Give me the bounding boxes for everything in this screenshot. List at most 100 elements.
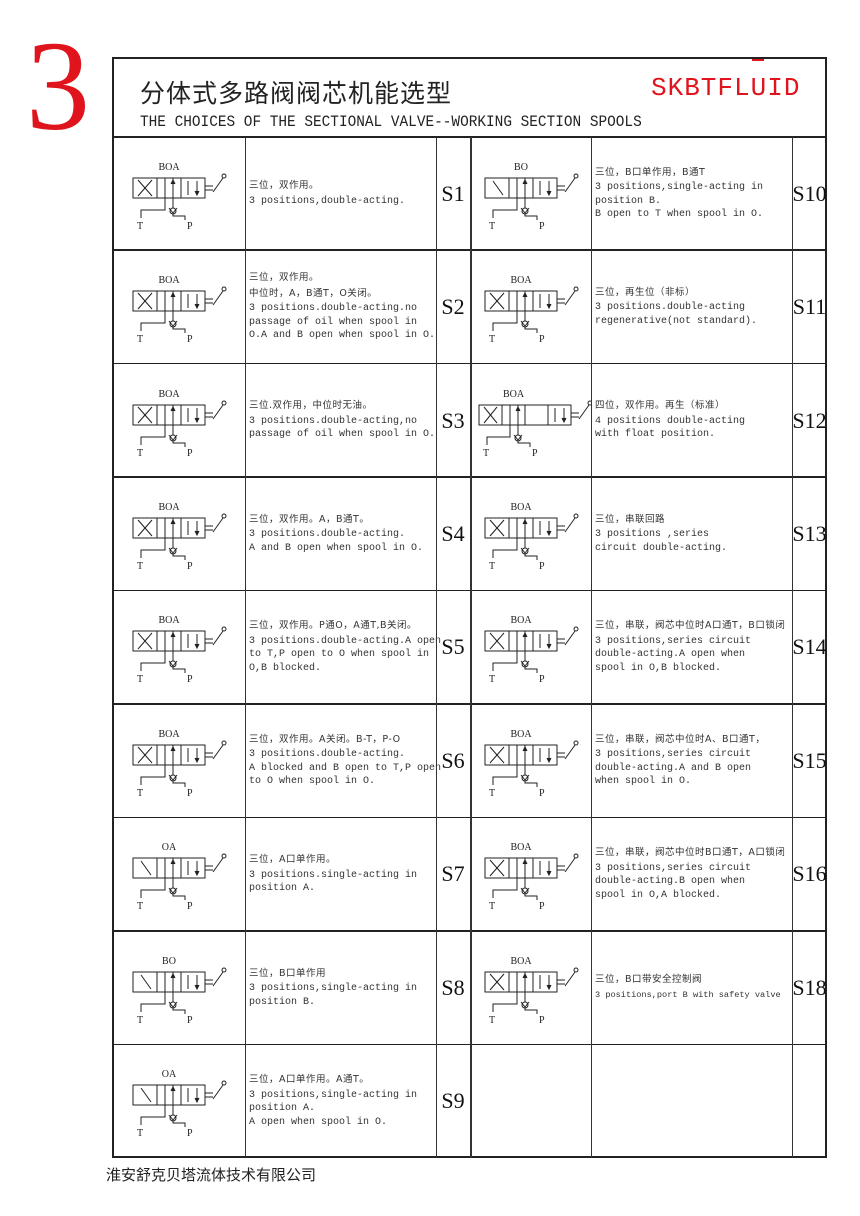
valve-position-box (156, 971, 181, 993)
row-divider (112, 476, 827, 478)
row-divider (112, 703, 827, 705)
brand-name: SKBTFLUID (651, 73, 801, 103)
spool-symbol-cell: BOA T P (470, 704, 591, 817)
valve-symbol (132, 853, 226, 901)
spool-symbol-cell: BOA T P (112, 477, 245, 590)
valve-position-box (180, 630, 205, 652)
spool-table (112, 57, 827, 1158)
row-divider (112, 1043, 827, 1046)
valve-symbol-diagram: BOA T P (132, 615, 226, 685)
spool-symbol-cell: BOA T P (470, 591, 591, 704)
description-line: 3 positions,single-acting in (249, 983, 418, 995)
row-divider (112, 930, 827, 932)
valve-symbol (484, 853, 578, 901)
valve-symbol-diagram: BOA T P (484, 956, 578, 1026)
valve-symbol-diagram: BOA T P (484, 842, 578, 912)
valve-symbol (132, 1080, 226, 1128)
valve-position-box (156, 744, 181, 766)
valve-symbol (484, 967, 578, 1014)
spool-symbol-cell: BOA T P (112, 250, 245, 363)
description-line: passage of oil when spool in (249, 316, 418, 328)
description-line: 三位，A口单作用。 (249, 854, 336, 866)
valve-position-box (532, 630, 557, 652)
description-line: to T,P open to O when spool in (249, 649, 430, 661)
valve-position-box (532, 517, 557, 539)
tank-port-label: T (137, 901, 143, 912)
pressure-port-label: P (187, 221, 193, 232)
spool-symbol-cell (470, 1045, 591, 1158)
valve-position-box (132, 857, 157, 879)
tank-port-label: T (489, 788, 495, 799)
description-line: 三位，B口单作用 (249, 967, 327, 979)
description-line: double-acting.B open when (595, 876, 746, 888)
symbol-port-label: BOA (510, 275, 532, 286)
symbol-port-label: BOA (158, 162, 180, 173)
valve-position-box (484, 177, 509, 199)
spool-description: 三位，双作用。A关闭。B-T，P-O 3 positions.double-act… (245, 704, 441, 817)
spool-code: S5 (441, 634, 465, 660)
valve-position-box (156, 1084, 181, 1106)
pressure-port-label: P (532, 448, 538, 459)
description-line: position A. (249, 1103, 316, 1115)
description-line: 3 positions,series circuit (595, 635, 752, 647)
valve-position-box (532, 177, 557, 199)
symbol-port-label: BOA (510, 502, 532, 513)
valve-symbol-diagram: BOA T P (132, 275, 226, 345)
description-line: passage of oil when spool in O. (249, 429, 436, 441)
description-line: 3 positions,port B with safety valve (595, 989, 781, 1000)
spool-symbol-cell: BOA T P (112, 591, 245, 704)
tank-port-label: T (137, 221, 143, 232)
valve-position-box (132, 971, 157, 993)
description-line: 三位.双作用，中位时无油。 (249, 400, 373, 412)
row-divider (112, 362, 827, 365)
valve-position-box (532, 857, 557, 879)
spool-code: S3 (441, 407, 465, 433)
column-divider (436, 137, 437, 1158)
pressure-port-label: P (187, 674, 193, 685)
valve-position-box (156, 404, 181, 426)
valve-position-box (156, 857, 181, 879)
description-line: 3 positions,series circuit (595, 862, 752, 874)
description-line: 3 positions.double-acting,no (249, 415, 418, 427)
tank-port-label: T (137, 1128, 143, 1139)
spool-description: 三位，B口单作用 3 positions,single-acting in posi… (245, 931, 436, 1044)
header-divider (112, 136, 827, 138)
description-line: 三位，串联，阀芯中位时B口通T，A口锁闭 (595, 847, 786, 859)
description-line: position B. (249, 996, 316, 1008)
symbol-port-label: BOA (510, 842, 532, 853)
description-line: 中位时，A，B通T，O关闭。 (249, 287, 378, 299)
spool-code: S4 (441, 521, 465, 547)
page-title-cn: 分体式多路阀阀芯机能选型 (140, 79, 453, 108)
tank-port-label: T (137, 448, 143, 459)
description-line: 三位，双作用。A，B通T。 (249, 513, 370, 525)
valve-symbol-diagram: BOA T P (484, 502, 578, 572)
spool-symbol-cell: BOA T P (112, 137, 245, 250)
valve-position-box (180, 290, 205, 312)
valve-symbol (484, 513, 578, 561)
spool-code: S18 (792, 974, 827, 1000)
description-line: 3 positions.double-acting. (249, 749, 406, 761)
spool-symbol-cell: OA T P (112, 1045, 245, 1158)
spool-code: S13 (792, 521, 827, 547)
description-line: 三位，双作用。 (249, 272, 320, 284)
pressure-port-label: P (187, 448, 193, 459)
spool-code (792, 1045, 827, 1158)
spool-code: S9 (441, 1088, 465, 1114)
valve-position-box (156, 290, 181, 312)
spool-code: S6 (441, 747, 465, 773)
spool-code: S2 (441, 294, 465, 320)
valve-symbol (132, 513, 226, 561)
valve-symbol-diagram: BOA T P (132, 162, 226, 232)
description-line: 3 positions.double-acting.no (249, 303, 418, 315)
valve-position-box (156, 517, 181, 539)
spool-description: 三位，A口单作用。A通T。 3 positions,single-acting i… (245, 1045, 436, 1158)
description-line: 三位，串联，阀芯中位时A口通T，B口锁闭 (595, 620, 786, 632)
description-line: 3 positions.single-acting in (249, 869, 418, 881)
valve-position-box (180, 404, 205, 426)
description-line: 三位，串联，阀芯中位时A、B口通T， (595, 733, 766, 745)
description-line: circuit double-acting. (595, 542, 728, 554)
description-line: 3 positions.double-acting. (249, 529, 406, 541)
description-line: 三位，双作用。P通O，A通T,B关闭。 (249, 620, 418, 632)
valve-position-box (508, 177, 533, 199)
description-line: position A. (249, 883, 316, 895)
